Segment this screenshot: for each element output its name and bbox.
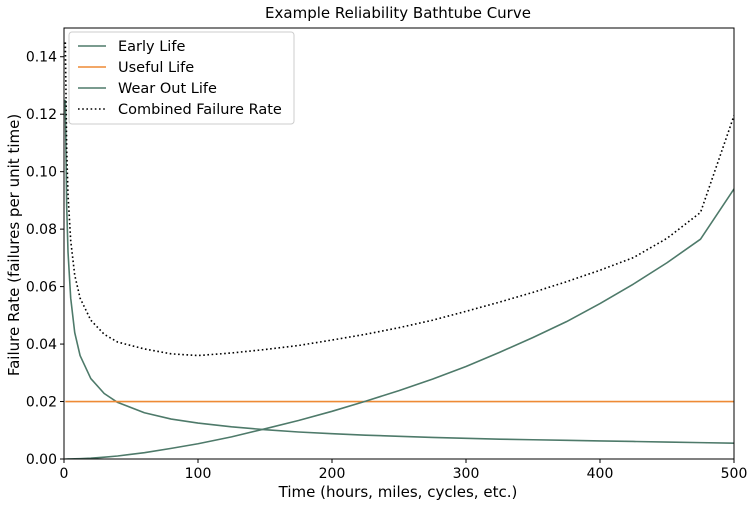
chart-title: Example Reliability Bathtube Curve bbox=[265, 4, 531, 22]
y-tick-label: 0.06 bbox=[26, 280, 57, 296]
x-tick-label: 200 bbox=[319, 466, 346, 482]
legend-label: Wear Out Life bbox=[118, 81, 217, 97]
legend-label: Useful Life bbox=[118, 60, 194, 76]
legend-label: Combined Failure Rate bbox=[118, 102, 282, 118]
x-tick-label: 300 bbox=[453, 466, 480, 482]
series-line-combined-failure-rate bbox=[64, 42, 734, 357]
y-tick-label: 0.14 bbox=[26, 50, 57, 66]
legend-box bbox=[68, 31, 295, 125]
x-tick-label: 500 bbox=[721, 466, 748, 482]
legend-label: Early Life bbox=[118, 39, 185, 55]
x-tick-label: 400 bbox=[587, 466, 614, 482]
series-line-early-life bbox=[64, 99, 734, 444]
y-tick-label: 0.10 bbox=[26, 165, 57, 181]
x-axis-label: Time (hours, miles, cycles, etc.) bbox=[278, 483, 518, 501]
x-tick-label: 100 bbox=[185, 466, 212, 482]
y-tick-label: 0.04 bbox=[26, 337, 57, 353]
y-tick-label: 0.12 bbox=[26, 107, 57, 123]
axes-layer: 0 100 200 300 400 500 0.00 0.02 0.04 0.06 0.08 0.10… bbox=[26, 27, 748, 482]
y-axis-label: Failure Rate (failures per unit time) bbox=[5, 114, 23, 376]
y-tick-label: 0.02 bbox=[26, 395, 57, 411]
y-tick-label: 0.00 bbox=[26, 452, 57, 468]
plot-frame bbox=[63, 27, 735, 460]
y-tick-label: 0.08 bbox=[26, 222, 57, 238]
x-tick-label: 0 bbox=[60, 466, 69, 482]
legend: Early Life Useful Life Wear Out Life Combin… bbox=[68, 31, 295, 125]
